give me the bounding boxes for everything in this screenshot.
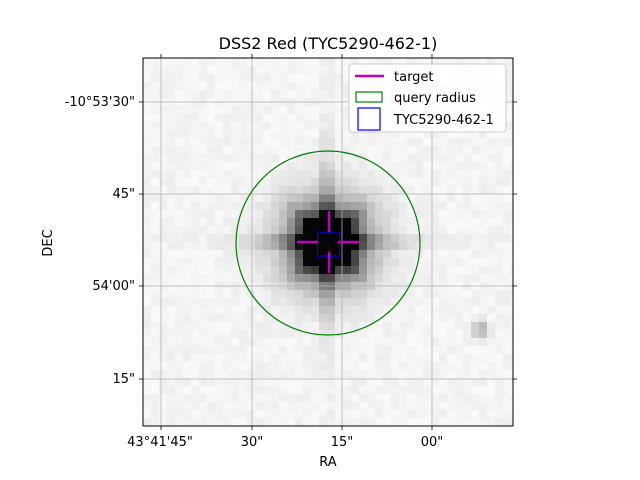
y-tick-label: 45" [112, 187, 135, 202]
ticks [139, 54, 517, 430]
legend-label-source: TYC5290-462-1 [393, 113, 494, 128]
legend-query-radius-swatch [355, 91, 383, 103]
y-tick-label: 15" [112, 372, 135, 387]
y-axis-label: DEC [41, 229, 56, 256]
target-marker [297, 211, 360, 273]
legend-label-query-radius: query radius [394, 91, 476, 106]
chart-title: DSS2 Red (TYC5290-462-1) [219, 34, 438, 53]
legend-label-target: target [394, 70, 434, 85]
x-tick-label: 00" [421, 435, 444, 450]
x-tick-label: 15" [331, 435, 354, 450]
y-tick-label: -10°53'30" [65, 95, 135, 110]
legend: target query radius TYC5290-462-1 [348, 63, 507, 133]
axes-frame [142, 57, 514, 427]
y-tick-label: 54'00" [92, 279, 135, 294]
query-radius-circle [235, 150, 421, 336]
x-tick-label: 30" [241, 435, 264, 450]
legend-source-swatch [357, 107, 381, 131]
legend-frame [348, 63, 507, 133]
x-axis-label: RA [319, 455, 337, 470]
x-tick-label: 43°41'45" [127, 435, 193, 450]
